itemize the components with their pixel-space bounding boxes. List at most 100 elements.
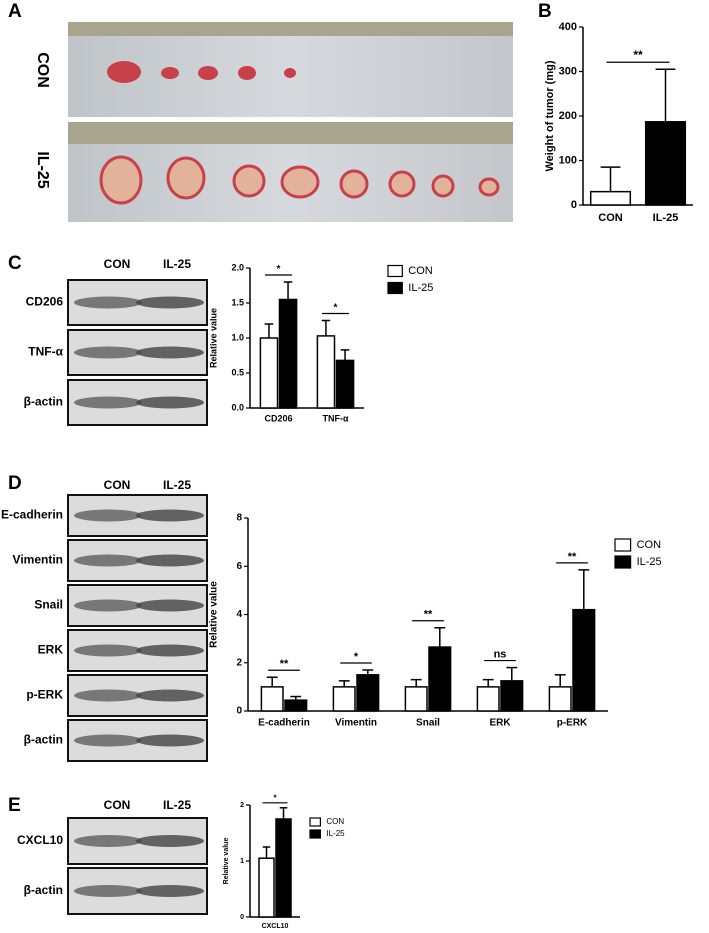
blot [67,817,208,865]
y-tick-label: 1.0 [231,332,244,342]
band [136,599,204,612]
band [136,885,204,897]
band [136,346,204,359]
row-label: CON [34,52,51,88]
bar [258,857,275,918]
blot [67,329,208,376]
y-tick-label: 4 [236,609,242,620]
y-tick-label: 200 [559,110,577,122]
band [74,509,142,522]
band [74,554,142,567]
blot-label: p-ERK [26,688,63,702]
blot [67,539,208,582]
column-label: IL-25 [163,798,191,812]
y-tick-label: 8 [236,513,242,524]
band [74,599,142,612]
band [74,346,142,359]
band [136,689,204,702]
significance-label: * [273,794,277,803]
ruler [68,22,513,36]
band [74,885,142,897]
y-tick-label: 100 [559,154,577,166]
x-tick-label: CD206 [264,413,292,423]
bar [275,818,292,918]
band [136,835,204,847]
bar [548,686,572,712]
legend-swatch [387,281,403,295]
x-tick-label: Snail [416,718,440,729]
x-tick-label: p-ERK [557,718,588,729]
x-tick-label: IL-25 [653,212,679,224]
y-axis-label: Relative value [208,308,218,368]
blot-label: β-actin [24,395,63,409]
significance-label: * [354,651,359,663]
y-tick-label: 0 [240,914,244,921]
y-axis-label: Relative value [209,581,220,648]
band [74,734,142,747]
column-label: IL-25 [163,478,191,492]
bar [259,337,279,409]
panel-label: A [8,1,22,22]
y-tick-label: 0 [236,706,242,717]
band [136,396,204,409]
column-label: CON [104,257,131,271]
legend-label: CON [326,817,344,826]
panel-label: D [8,473,22,494]
blot [67,379,208,426]
band [136,509,204,522]
column-label: IL-25 [163,257,191,271]
bar [332,686,356,712]
significance-label: ** [568,551,577,563]
column-label: CON [104,478,131,492]
blot-label: E-cadherin [1,508,63,522]
y-tick-label: 2 [240,802,244,809]
bar [476,686,500,712]
x-tick-label: ERK [489,718,511,729]
y-tick-label: 1 [240,858,244,865]
band [136,296,204,309]
legend-swatch [387,264,403,278]
blot-label: CD206 [26,295,64,309]
bar [572,608,596,712]
blot [67,629,208,672]
legend-swatch [309,817,321,827]
legend-swatch [614,538,632,552]
legend-label: IL-25 [637,556,662,568]
x-tick-label: CON [598,212,623,224]
bar [335,359,355,409]
y-tick-label: 0.0 [231,402,244,412]
significance-label: ** [280,658,289,670]
x-tick-label: TNF-α [322,413,348,423]
blot [67,584,208,627]
bar [316,335,336,409]
significance-label: * [277,264,281,275]
band [136,644,204,657]
y-tick-label: 6 [236,561,242,572]
significance-label: * [334,303,338,314]
row-label: IL-25 [34,151,51,188]
legend-label: CON [637,539,662,551]
y-tick-label: 0.5 [231,367,244,377]
y-tick-label: 300 [559,65,577,77]
blot [67,674,208,717]
bar [428,646,452,712]
tumor-photos [68,22,513,222]
legend-swatch [614,555,632,569]
legend-swatch [309,829,321,839]
column-label: CON [104,798,131,812]
significance-label: ns [494,648,507,660]
blot [67,867,208,915]
panel-label: B [538,1,552,22]
band [74,835,142,847]
bar [404,686,428,712]
blot-label: Snail [34,598,63,612]
legend-label: IL-25 [408,282,433,294]
bar [356,674,380,712]
x-tick-label: E-cadherin [258,718,310,729]
tumors [107,61,296,83]
blot-label: CXCL10 [17,833,63,847]
blot [67,494,208,537]
blot-label: ERK [38,643,64,657]
blot-label: Vimentin [13,553,63,567]
band [136,734,204,747]
